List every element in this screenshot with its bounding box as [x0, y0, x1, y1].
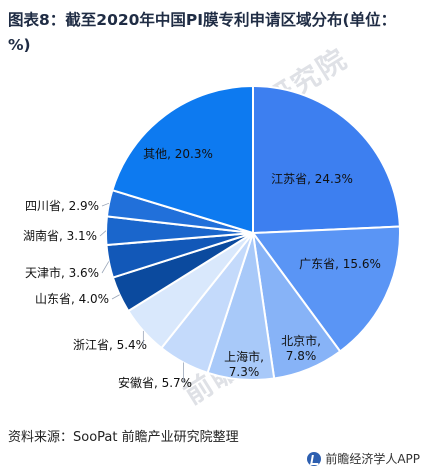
slice-label-其他: 其他, 20.3%	[143, 147, 213, 161]
slice-label-上海市: 上海市, 7.3%	[224, 349, 264, 379]
slice-label-山东省: 山东省, 4.0%	[35, 292, 109, 306]
slice-label-江苏省: 江苏省, 24.3%	[271, 172, 353, 186]
pie-chart: 江苏省, 24.3% 广东省, 15.6% 北京市, 7.8% 上海市, 7.3% 安徽省,…	[23, 84, 401, 390]
source-note: 资料来源：SooPat 前瞻产业研究院整理	[8, 430, 239, 445]
slice-label-四川省: 四川省, 2.9%	[25, 199, 99, 213]
leader-line-山东省	[111, 294, 120, 300]
slice-label-湖南省: 湖南省, 3.1%	[23, 228, 97, 243]
leader-line-四川省	[101, 202, 110, 207]
slice-label-天津市: 天津市, 3.6%	[25, 265, 99, 280]
pie-slice-江苏省	[252, 84, 401, 235]
brand-logo-icon	[307, 451, 322, 466]
slice-label-浙江省: 浙江省, 5.4%	[73, 338, 147, 352]
brand-name: 前瞻经济学人APP	[325, 452, 420, 466]
slice-label-广东省: 广东省, 15.6%	[299, 257, 381, 271]
slice-label-北京市: 北京市, 7.8%	[281, 333, 321, 363]
pie-slice-其他	[111, 84, 254, 235]
leader-line-湖南省	[99, 230, 107, 237]
slice-label-安徽省: 安徽省, 5.7%	[118, 375, 192, 390]
leader-line-天津市	[101, 261, 110, 274]
brand-footer: 前瞻经济学人APP	[307, 450, 420, 467]
pie-slice-广东省	[251, 225, 401, 353]
chart-title: 图表8：截至2020年中国PI膜专利申请区域分布(单位：%)	[8, 11, 397, 54]
